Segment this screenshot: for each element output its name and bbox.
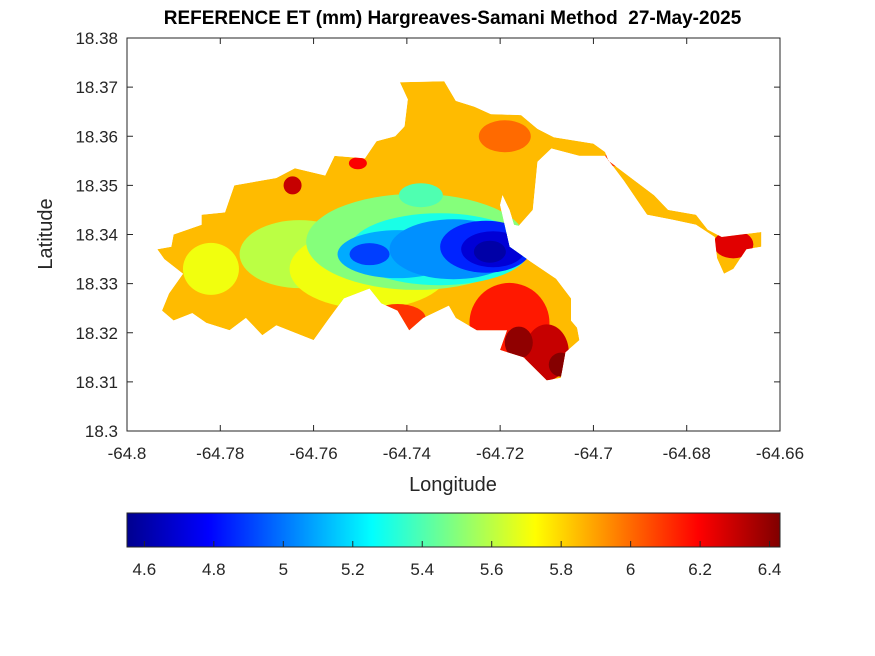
contour-level xyxy=(283,176,302,195)
x-tick-label: -64.68 xyxy=(663,444,711,463)
x-axis-label: Longitude xyxy=(409,474,497,496)
contour-level xyxy=(182,242,239,295)
et-field xyxy=(157,81,762,381)
x-tick-label: -64.78 xyxy=(196,444,244,463)
chart-title: REFERENCE ET (mm) Hargreaves-Samani Meth… xyxy=(163,8,742,29)
contour-level xyxy=(473,240,506,263)
colorbar-tick-label: 5.2 xyxy=(341,560,365,579)
contour-level xyxy=(478,120,531,153)
y-tick-label: 18.38 xyxy=(75,29,118,48)
colorbar-tick-label: 5.6 xyxy=(480,560,504,579)
colorbar-frame xyxy=(126,512,781,548)
y-tick-label: 18.35 xyxy=(75,176,118,195)
y-tick-label: 18.33 xyxy=(75,275,118,294)
contour-level xyxy=(398,183,443,208)
colorbar-tick-label: 5.8 xyxy=(549,560,573,579)
colorbar-tick-label: 5 xyxy=(279,560,288,579)
x-tick-label: -64.72 xyxy=(476,444,524,463)
x-axis: -64.8 -64.78 -64.76 -64.74 -64.72 -64.7 -64.68… xyxy=(108,38,804,463)
colorbar-tick-label: 6.4 xyxy=(758,560,782,579)
x-tick-label: -64.66 xyxy=(756,444,804,463)
y-axis: 18.3 18.31 18.32 18.33 18.34 18.35 18.36 18.37 1… xyxy=(75,29,780,441)
y-tick-label: 18.32 xyxy=(75,324,118,343)
y-tick-label: 18.34 xyxy=(75,226,118,245)
colorbar-ticks: 4.6 4.8 5 5.2 5.4 5.6 5.8 6 6.2 6.4 xyxy=(133,541,782,579)
colorbar-tick-label: 6 xyxy=(626,560,635,579)
y-tick-label: 18.37 xyxy=(75,78,118,97)
y-tick-label: 18.36 xyxy=(75,127,118,146)
y-axis-label: Latitude xyxy=(35,198,57,269)
contour-level xyxy=(713,230,754,259)
colorbar-tick-label: 4.8 xyxy=(202,560,226,579)
contour-level xyxy=(348,157,367,170)
contour-level xyxy=(349,243,390,266)
colorbar xyxy=(127,513,780,547)
x-tick-label: -64.74 xyxy=(383,444,431,463)
colorbar-tick-label: 4.6 xyxy=(133,560,157,579)
colorbar-tick-label: 5.4 xyxy=(410,560,434,579)
x-tick-label: -64.7 xyxy=(574,444,613,463)
x-tick-label: -64.8 xyxy=(108,444,147,463)
colorbar-tick-label: 6.2 xyxy=(688,560,712,579)
y-tick-label: 18.3 xyxy=(85,422,118,441)
contour-level xyxy=(504,326,533,359)
x-tick-label: -64.76 xyxy=(289,444,337,463)
y-tick-label: 18.31 xyxy=(75,373,118,392)
